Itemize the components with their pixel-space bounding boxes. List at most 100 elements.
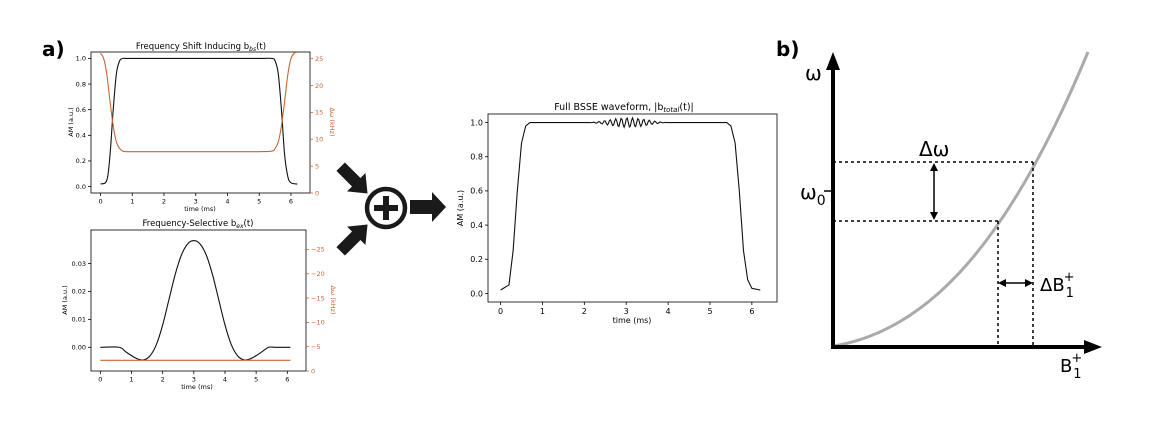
panel-label-a: a) [42, 37, 65, 61]
series-line-amplitude [500, 116, 761, 291]
series-group [100, 240, 291, 361]
combine-arrows [336, 162, 446, 256]
chart-full-waveform: Full BSSE waveform, |btotal(t)| 0.00.20.… [456, 102, 778, 325]
y-tick-label: 0.8 [76, 80, 86, 88]
x-tick-label: 6 [749, 307, 754, 316]
x-tick-label: 3 [194, 198, 198, 206]
y-axis-label-right: Δω (kHz) [329, 285, 337, 314]
x-axis-label: B+ 1 [1060, 351, 1082, 382]
x-ticks: 0 1 2 3 4 5 6 [498, 302, 754, 316]
x-ticks: 0 1 2 3 4 5 6 [98, 193, 293, 206]
y-axis-arrow-icon [826, 52, 840, 70]
y-tick-label: 0.0 [470, 289, 483, 298]
x-tick-label: 4 [666, 307, 671, 316]
diagram-b: ω Δω ω0 ΔB+ 1 B+ 1 [800, 51, 1102, 382]
y-tick-label: 0.03 [72, 260, 86, 268]
x-tick-label: 0 [98, 376, 102, 384]
series-line-amplitude [100, 240, 291, 361]
y-tick-label-right: −20 [311, 270, 325, 278]
x-tick-label: 2 [162, 198, 166, 206]
y-tick-label-right: 25 [315, 55, 323, 63]
y-axis-label: AM (a.u.) [67, 107, 75, 136]
y-tick-label-right: −15 [311, 294, 325, 302]
y-ticks-left: 0.00 0.01 0.02 0.03 [72, 260, 91, 352]
chart-title: Frequency Shift Inducing bbs(t) [136, 42, 266, 53]
x-tick-label: 4 [223, 376, 227, 384]
arrow-up-right-icon [336, 224, 368, 256]
y-tick-label: 0.2 [470, 255, 483, 264]
y-tick-label-right: −5 [311, 343, 321, 351]
y-tick-label-right: 15 [315, 109, 323, 117]
y-tick-label-right: 20 [315, 82, 323, 90]
x-tick-label: 6 [289, 198, 293, 206]
x-tick-label: 3 [624, 307, 629, 316]
y-tick-label-right: 0 [315, 189, 319, 197]
x-tick-label: 6 [285, 376, 289, 384]
x-tick-label: 5 [257, 198, 261, 206]
y-tick-label: 0.4 [76, 132, 86, 140]
x-tick-label: 1 [130, 198, 134, 206]
x-axis-arrow-icon [1084, 340, 1102, 354]
series-group [100, 51, 298, 185]
x-tick-label: 1 [540, 307, 545, 316]
y-axis-label: AM (a.u.) [61, 285, 69, 314]
x-axis-label: time (ms) [613, 316, 652, 325]
series-line-amplitude [100, 57, 298, 185]
y-axis-label: AM (a.u.) [456, 190, 465, 226]
plot-frame [90, 229, 307, 372]
x-tick-label: 4 [225, 198, 229, 206]
plot-frame [90, 51, 311, 194]
x-axis-label: time (ms) [181, 383, 213, 391]
delta-omega-arrow-icon [930, 163, 938, 220]
x-tick-label: 0 [498, 307, 503, 316]
arrow-down-right-icon [336, 162, 368, 194]
delta-b-arrow-icon [998, 279, 1033, 287]
y-tick-label: 1.0 [76, 55, 86, 63]
x-tick-label: 3 [192, 376, 196, 384]
plus-circle-icon [364, 186, 408, 230]
y-tick-label: 0.6 [470, 187, 483, 196]
series-line-frequency [100, 51, 298, 153]
y-axis-label: ω [805, 61, 822, 85]
y-tick-label: 0.6 [76, 106, 86, 114]
chart-title: Full BSSE waveform, |btotal(t)| [554, 102, 694, 114]
y-ticks-left: 0.0 0.2 0.4 0.6 0.8 1.0 [470, 118, 488, 298]
chart-frequency-shift: Frequency Shift Inducing bbs(t) 0.00.20.… [67, 42, 336, 213]
x-tick-label: 0 [98, 198, 102, 206]
y-ticks-right: 0 −5 −10 −15 −20 −25 [306, 246, 325, 375]
field-frequency-curve [833, 51, 1090, 348]
arrow-right-icon [410, 192, 446, 222]
delta-b-label: ΔB+ 1 [1040, 270, 1075, 301]
y-tick-label-right: −10 [311, 319, 325, 327]
y-ticks-right: 0 5 10 15 20 25 [310, 55, 323, 197]
x-tick-label: 5 [254, 376, 258, 384]
y-tick-label-right: 10 [315, 136, 323, 144]
y-tick-label: 0.00 [72, 344, 86, 352]
chart-frequency-selective: Frequency-Selective bex(t) 0.000.010.020… [61, 219, 337, 391]
plot-frame [487, 113, 778, 303]
y-tick-label: 1.0 [470, 118, 483, 127]
x-ticks: 0 1 2 3 4 5 6 [98, 371, 289, 384]
y-tick-label: 0.8 [470, 153, 483, 162]
omega0-label: ω0 [800, 180, 826, 209]
series-group [500, 116, 761, 291]
x-tick-label: 2 [582, 307, 587, 316]
x-tick-label: 1 [129, 376, 133, 384]
y-tick-label: 0.0 [76, 183, 86, 191]
x-tick-label: 2 [161, 376, 165, 384]
y-axis-label-right: Δω (kHz) [328, 107, 336, 136]
y-ticks-left: 0.0 0.2 0.4 0.6 0.8 1.0 [76, 55, 91, 191]
y-tick-label-right: −25 [311, 246, 325, 254]
y-tick-label: 0.02 [72, 288, 86, 296]
panel-label-b: b) [776, 37, 799, 61]
y-tick-label: 0.01 [72, 316, 86, 324]
y-tick-label-right: 0 [311, 367, 315, 375]
x-axis-label: time (ms) [184, 205, 216, 213]
y-tick-label: 0.4 [470, 221, 483, 230]
chart-title: Frequency-Selective bex(t) [143, 219, 254, 230]
y-tick-label-right: 5 [315, 162, 319, 170]
y-tick-label: 0.2 [76, 157, 86, 165]
x-tick-label: 5 [707, 307, 712, 316]
delta-omega-label: Δω [919, 137, 949, 161]
